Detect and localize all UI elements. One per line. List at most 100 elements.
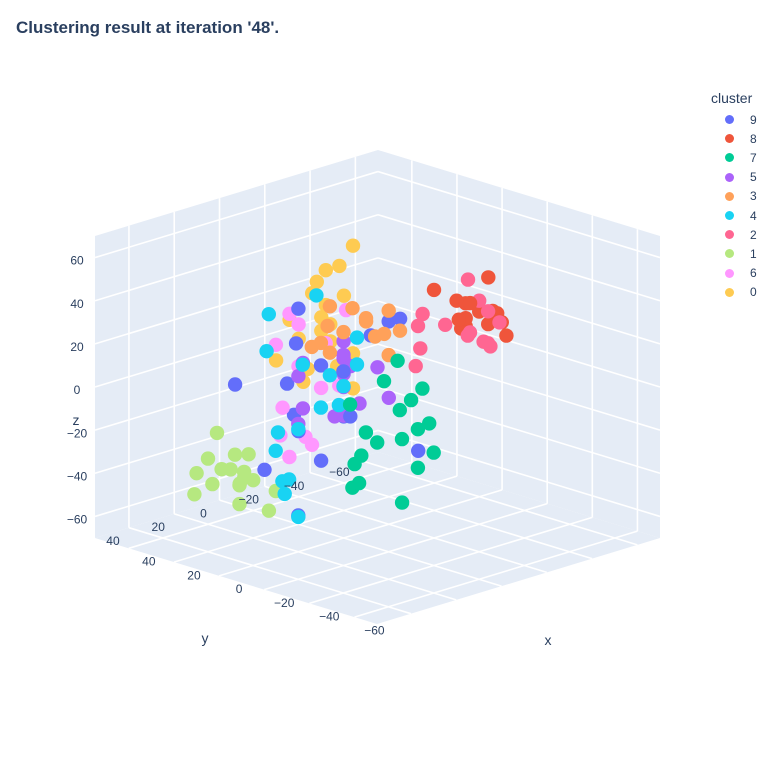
point-cluster-3[interactable]	[336, 324, 351, 340]
point-cluster-1[interactable]	[261, 503, 277, 518]
legend-item-5[interactable]: 5	[711, 168, 757, 187]
point-cluster-3[interactable]	[322, 299, 338, 314]
point-cluster-7[interactable]	[370, 435, 385, 450]
point-cluster-1[interactable]	[232, 496, 247, 512]
point-cluster-2[interactable]	[410, 318, 426, 334]
point-cluster-0[interactable]	[345, 238, 361, 253]
point-cluster-7[interactable]	[410, 460, 426, 475]
point-cluster-8[interactable]	[426, 282, 442, 298]
point-cluster-5[interactable]	[291, 369, 306, 384]
point-cluster-2[interactable]	[438, 317, 453, 332]
point-cluster-4[interactable]	[336, 378, 351, 394]
legend-item-8[interactable]: 8	[711, 129, 757, 148]
point-cluster-7[interactable]	[354, 448, 369, 463]
point-cluster-0[interactable]	[309, 274, 324, 289]
point-cluster-0[interactable]	[318, 263, 333, 278]
point-cluster-3[interactable]	[304, 339, 319, 355]
point-cluster-7[interactable]	[390, 353, 405, 368]
legend-item-1[interactable]: 1	[711, 244, 757, 263]
point-cluster-3[interactable]	[345, 301, 360, 316]
point-cluster-7[interactable]	[422, 416, 437, 431]
point-cluster-9[interactable]	[313, 358, 329, 373]
point-cluster-7[interactable]	[394, 495, 410, 510]
point-cluster-9[interactable]	[392, 311, 408, 326]
point-cluster-5[interactable]	[336, 347, 351, 363]
point-cluster-7[interactable]	[410, 422, 426, 437]
point-cluster-2[interactable]	[413, 341, 428, 356]
point-cluster-3[interactable]	[392, 323, 408, 338]
legend-item-0[interactable]: 0	[711, 283, 757, 302]
point-cluster-8[interactable]	[481, 316, 496, 332]
point-cluster-4[interactable]	[322, 368, 338, 383]
point-cluster-7[interactable]	[426, 445, 441, 460]
point-cluster-4[interactable]	[309, 288, 324, 303]
point-cluster-3[interactable]	[376, 326, 392, 342]
point-cluster-0[interactable]	[332, 258, 347, 274]
point-cluster-9[interactable]	[343, 409, 358, 424]
point-cluster-2[interactable]	[480, 304, 496, 319]
point-cluster-6[interactable]	[275, 400, 290, 415]
legend-item-6[interactable]: 6	[711, 264, 757, 283]
point-cluster-2[interactable]	[415, 306, 430, 322]
point-cluster-4[interactable]	[259, 344, 274, 359]
point-cluster-4[interactable]	[313, 400, 329, 415]
point-cluster-0[interactable]	[336, 288, 352, 303]
point-cluster-7[interactable]	[415, 381, 430, 396]
point-cluster-6[interactable]	[282, 449, 297, 465]
point-cluster-2[interactable]	[492, 315, 507, 330]
point-cluster-2[interactable]	[408, 358, 423, 374]
point-cluster-9[interactable]	[288, 336, 304, 351]
point-cluster-9[interactable]	[291, 301, 306, 316]
point-cluster-2[interactable]	[480, 336, 496, 351]
point-cluster-5[interactable]	[295, 401, 311, 416]
point-cluster-8[interactable]	[481, 270, 496, 285]
point-cluster-7[interactable]	[358, 425, 374, 440]
point-cluster-7[interactable]	[376, 374, 392, 389]
point-cluster-9[interactable]	[411, 443, 426, 458]
point-cluster-7[interactable]	[394, 431, 410, 447]
point-cluster-4[interactable]	[261, 307, 276, 322]
point-cluster-4[interactable]	[281, 472, 297, 487]
point-cluster-1[interactable]	[205, 476, 220, 492]
point-cluster-4[interactable]	[291, 509, 306, 525]
point-cluster-6[interactable]	[313, 380, 329, 396]
point-cluster-1[interactable]	[246, 473, 261, 488]
point-cluster-7[interactable]	[342, 397, 358, 412]
legend-item-9[interactable]: 9	[711, 110, 757, 129]
point-cluster-3[interactable]	[322, 345, 338, 360]
point-cluster-1[interactable]	[209, 425, 225, 441]
point-cluster-2[interactable]	[460, 272, 476, 287]
point-cluster-5[interactable]	[370, 360, 385, 375]
point-cluster-6[interactable]	[291, 317, 306, 332]
point-cluster-7[interactable]	[403, 392, 419, 408]
point-cluster-4[interactable]	[295, 357, 310, 372]
point-cluster-9[interactable]	[227, 377, 243, 392]
point-cluster-8[interactable]	[462, 295, 478, 311]
legend-item-2[interactable]: 2	[711, 225, 757, 244]
point-cluster-1[interactable]	[223, 462, 238, 477]
point-cluster-7[interactable]	[351, 475, 367, 491]
point-cluster-4[interactable]	[349, 330, 365, 345]
point-cluster-9[interactable]	[279, 376, 295, 391]
point-cluster-1[interactable]	[187, 487, 202, 502]
point-cluster-9[interactable]	[257, 462, 272, 477]
point-cluster-9[interactable]	[313, 453, 329, 468]
point-cluster-9[interactable]	[336, 364, 351, 379]
point-cluster-3[interactable]	[381, 303, 396, 318]
point-cluster-4[interactable]	[291, 422, 306, 437]
point-cluster-9[interactable]	[381, 314, 396, 329]
point-cluster-4[interactable]	[270, 425, 286, 440]
point-cluster-8[interactable]	[499, 328, 514, 343]
point-cluster-1[interactable]	[232, 478, 247, 493]
point-cluster-8[interactable]	[451, 312, 466, 327]
point-cluster-7[interactable]	[392, 402, 407, 418]
legend-item-3[interactable]: 3	[711, 187, 757, 206]
point-cluster-2[interactable]	[462, 325, 478, 340]
legend-item-7[interactable]: 7	[711, 148, 757, 167]
point-cluster-1[interactable]	[227, 447, 243, 462]
point-cluster-3[interactable]	[320, 318, 335, 334]
point-cluster-1[interactable]	[241, 447, 256, 462]
point-cluster-4[interactable]	[331, 397, 347, 413]
legend-item-4[interactable]: 4	[711, 206, 757, 225]
point-cluster-1[interactable]	[189, 466, 204, 481]
